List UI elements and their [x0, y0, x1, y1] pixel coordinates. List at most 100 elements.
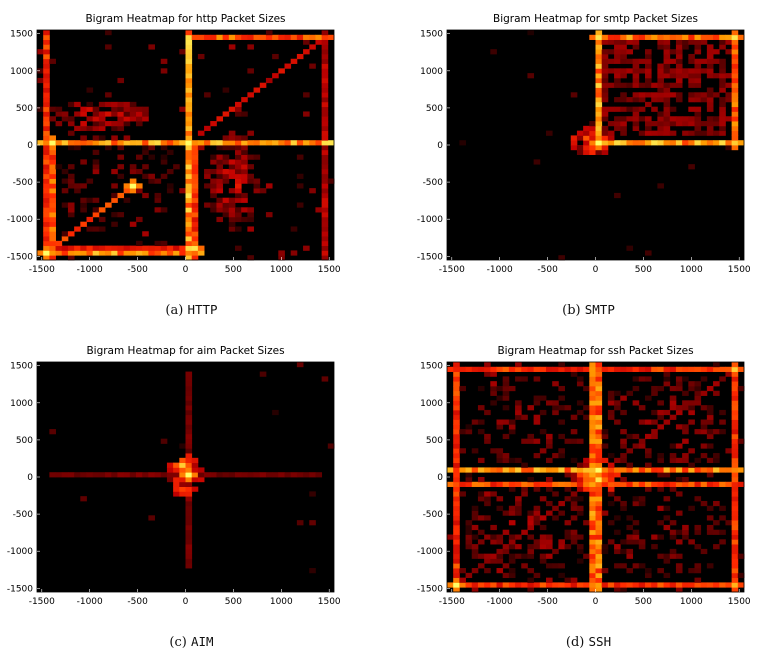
- heatmap-cell: [43, 116, 50, 122]
- heatmap-cell: [74, 140, 81, 146]
- heatmap-cell: [185, 82, 193, 88]
- heatmap-cell: [719, 44, 726, 50]
- heatmap-cell: [496, 534, 504, 540]
- heatmap-cell: [564, 486, 572, 492]
- heatmap-cell: [694, 529, 702, 535]
- heatmap-cell: [632, 111, 640, 117]
- heatmap-cell: [595, 125, 603, 132]
- heatmap-cell: [601, 73, 609, 79]
- heatmap-cell: [185, 245, 193, 251]
- heatmap-cell: [589, 145, 596, 151]
- heatmap-cell: [589, 558, 596, 564]
- heatmap-cell: [706, 409, 714, 416]
- heatmap-cell: [645, 376, 652, 382]
- heatmap-cell: [682, 390, 689, 396]
- heatmap-cell: [713, 34, 720, 40]
- heatmap-cell: [453, 462, 460, 468]
- heatmap-cell: [725, 145, 733, 151]
- heatmap-cell: [185, 44, 193, 50]
- heatmap-cell: [583, 405, 590, 411]
- heatmap-cell: [688, 92, 695, 98]
- heatmap-cell: [657, 116, 664, 122]
- y-tick-label: -500: [13, 510, 34, 520]
- heatmap-cell: [129, 183, 137, 189]
- heatmap-cell: [453, 520, 460, 526]
- heatmap-cell: [477, 582, 485, 588]
- heatmap-cell: [222, 178, 230, 184]
- heatmap-cell: [595, 39, 603, 45]
- heatmap-cell: [731, 395, 739, 401]
- y-tick-label: 1500: [420, 362, 443, 372]
- heatmap-cell: [675, 481, 683, 487]
- heatmap-cell: [607, 390, 615, 396]
- heatmap-cell: [453, 500, 460, 507]
- heatmap-cell: [55, 140, 63, 146]
- x-tick-label: 1500: [728, 265, 751, 275]
- heatmap-cell: [129, 116, 137, 122]
- heatmap-cell: [321, 212, 329, 218]
- heatmap-cell: [607, 462, 615, 468]
- heatmap-cell: [61, 178, 69, 184]
- heatmap-cell: [632, 366, 640, 372]
- heatmap-cell: [589, 362, 596, 368]
- heatmap-cell: [185, 178, 193, 184]
- heatmap-cell: [576, 481, 584, 487]
- x-tick-label: -1000: [487, 265, 513, 275]
- heatmap-cell: [607, 34, 615, 40]
- heatmap-cell: [694, 121, 702, 127]
- heatmap-cell: [247, 164, 254, 170]
- heatmap-cell: [117, 116, 125, 122]
- heatmap-cell: [632, 520, 640, 526]
- heatmap-cell: [669, 534, 677, 540]
- heatmap-cell: [241, 197, 248, 203]
- heatmap-cell: [191, 472, 199, 478]
- heatmap-cell: [694, 58, 702, 64]
- heatmap-cell: [515, 400, 522, 406]
- heatmap-cell: [669, 457, 677, 464]
- heatmap-cell: [235, 168, 242, 175]
- heatmap-cell: [166, 462, 174, 468]
- heatmap-cell: [321, 125, 329, 132]
- heatmap-cell: [191, 168, 199, 175]
- heatmap-cell: [688, 106, 695, 112]
- heatmap-cell: [719, 121, 726, 127]
- heatmap-cell: [725, 116, 733, 122]
- heatmap-cell: [43, 53, 50, 60]
- heatmap-cell: [688, 77, 695, 84]
- heatmap-cell: [490, 400, 497, 406]
- x-tick-label: 1000: [680, 265, 703, 275]
- heatmap-cell: [222, 135, 230, 141]
- heatmap-cell: [614, 53, 621, 60]
- heatmap-cell: [321, 168, 329, 175]
- heatmap-cell: [583, 125, 590, 132]
- heatmap-cell: [533, 486, 541, 492]
- heatmap-cell: [657, 414, 664, 420]
- heatmap-cell: [694, 97, 702, 103]
- heatmap-cell: [713, 140, 720, 146]
- heatmap-cell: [453, 534, 460, 540]
- heatmap-cell: [259, 371, 267, 377]
- chart-title: Bigram Heatmap for aim Packet Sizes: [86, 345, 284, 357]
- x-tick-label: -500: [127, 597, 148, 607]
- heatmap-cell: [508, 366, 516, 372]
- heatmap-cell: [508, 544, 516, 550]
- heatmap-cell: [533, 544, 541, 550]
- heatmap-cell: [210, 154, 217, 160]
- heatmap-cell: [185, 92, 193, 98]
- heatmap-cell: [570, 534, 578, 540]
- heatmap-cell: [185, 255, 193, 261]
- heatmap-cell: [595, 443, 603, 449]
- heatmap-cell: [700, 429, 708, 435]
- heatmap-cell: [191, 178, 199, 184]
- heatmap-cell: [663, 553, 671, 559]
- heatmap-cell: [607, 481, 615, 487]
- heatmap-cell: [185, 202, 193, 208]
- heatmap-cell: [67, 145, 75, 151]
- caption-aim: (c) AIM: [0, 634, 383, 650]
- heatmap-cell: [682, 405, 689, 411]
- heatmap-cell: [558, 419, 565, 425]
- heatmap-cell: [657, 467, 664, 473]
- heatmap-cell: [136, 121, 143, 127]
- heatmap-cell: [601, 49, 609, 55]
- heatmap-cell: [731, 481, 739, 487]
